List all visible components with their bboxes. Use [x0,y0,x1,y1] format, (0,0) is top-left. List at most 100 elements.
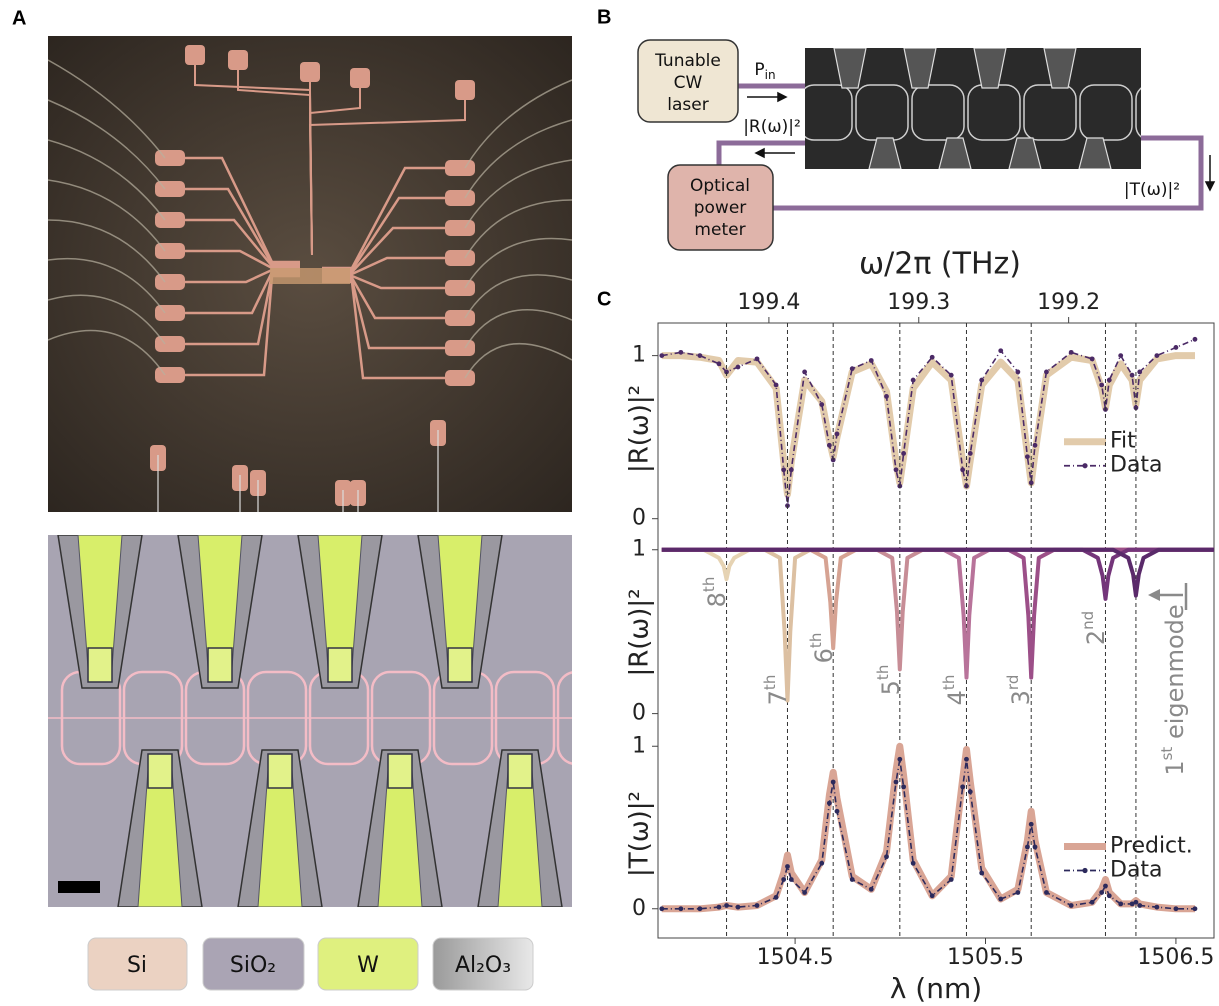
data-point [869,358,874,363]
pad [155,212,185,228]
mode-suffix: nd [1079,611,1097,630]
pad [445,310,475,326]
x-tick-label: 1506.5 [1137,945,1214,970]
data-point [697,906,702,911]
data-point [835,809,840,814]
pad [155,367,185,383]
data-point [911,378,916,383]
data-point [850,366,855,371]
data-point [774,383,779,388]
pad [155,181,185,197]
data-point [884,394,889,399]
data-point [717,905,722,910]
x2-tick-label: 199.4 [737,290,800,315]
y-tick-label: 0 [632,896,646,921]
data-point [1044,370,1049,375]
data-point [911,861,916,866]
panel-label: A [12,7,26,29]
data-point [884,854,889,859]
x-tick-label: 1505.5 [947,945,1024,970]
data-point [960,784,965,789]
data-point [1193,337,1198,342]
mode-number: 8 [703,592,731,607]
y-tick-label: 0 [632,701,646,726]
x2-tick-label: 199.3 [887,290,950,315]
data-point [930,355,935,360]
data-point [1044,890,1049,895]
laser-label: CW [674,73,703,93]
data-point [755,903,760,908]
data-point [979,378,984,383]
heater [448,648,472,682]
data-point [998,348,1003,353]
data-point [1134,900,1139,905]
pad [445,370,475,386]
micrograph [48,535,616,907]
pad [445,280,475,296]
pad [155,305,185,321]
heater [88,648,112,682]
transmission-label: |T(ω)|² [1124,180,1180,200]
mode-label: 1st eigenmode [1158,604,1190,775]
data-point [1033,845,1038,850]
data-point [1025,454,1030,459]
data-point [717,361,722,366]
y-tick-label: 1 [632,343,646,368]
data-point [1099,890,1104,895]
data-point [901,784,906,789]
panel-label: B [597,6,611,28]
data-point [724,903,729,908]
heater [328,648,352,682]
pin-label: Pin [754,60,775,82]
data-point [894,467,899,472]
pin-base: P [754,60,764,80]
legend-marker [1082,868,1087,873]
data-point [678,350,683,355]
data-point [1130,373,1135,378]
mode-suffix: th [874,665,892,680]
data-point [1118,353,1123,358]
pad [445,220,475,236]
mode-number: 4 [943,690,971,705]
data-point [897,757,902,762]
pad [185,45,205,65]
data-point [835,431,840,436]
data-point [785,864,790,869]
data-point [1137,903,1142,908]
pin-sub: in [765,68,776,82]
reflection-label: |R(ω)|² [743,117,801,137]
y-axis-label: |T(ω)|² [625,791,655,877]
pad [155,243,185,259]
data-point [1193,906,1198,911]
data-point [1174,906,1179,911]
pad [445,340,475,356]
legend-marker [1082,463,1087,468]
data-point [1099,383,1104,388]
panel-label: C [597,288,611,310]
data-point [1118,901,1123,906]
pad [350,68,370,88]
data-point [659,353,664,358]
x-tick-label: 1504.5 [757,945,834,970]
y-axis-label: |R(ω)|² [625,588,655,676]
data-point [755,356,760,361]
data-point [802,370,807,375]
mode-suffix: th [700,577,718,592]
pad [155,336,185,352]
data-point [1174,345,1179,350]
data-point [964,757,969,762]
data-point [819,402,824,407]
data-point [774,895,779,900]
data-point [1107,893,1112,898]
chart: 01|R(ω)|²199.4199.3199.2ω/2π (THz)FitDat… [625,247,1215,1006]
data-point [1029,822,1034,827]
data-point [901,451,906,456]
meter-label: meter [694,220,745,240]
legend-label: Data [1110,857,1163,882]
data-point [949,373,954,378]
arrowhead [756,149,764,157]
laser-label: Tunable [654,51,721,71]
data-point [1069,903,1074,908]
scale-bar [58,881,100,893]
data-point [1103,884,1108,889]
